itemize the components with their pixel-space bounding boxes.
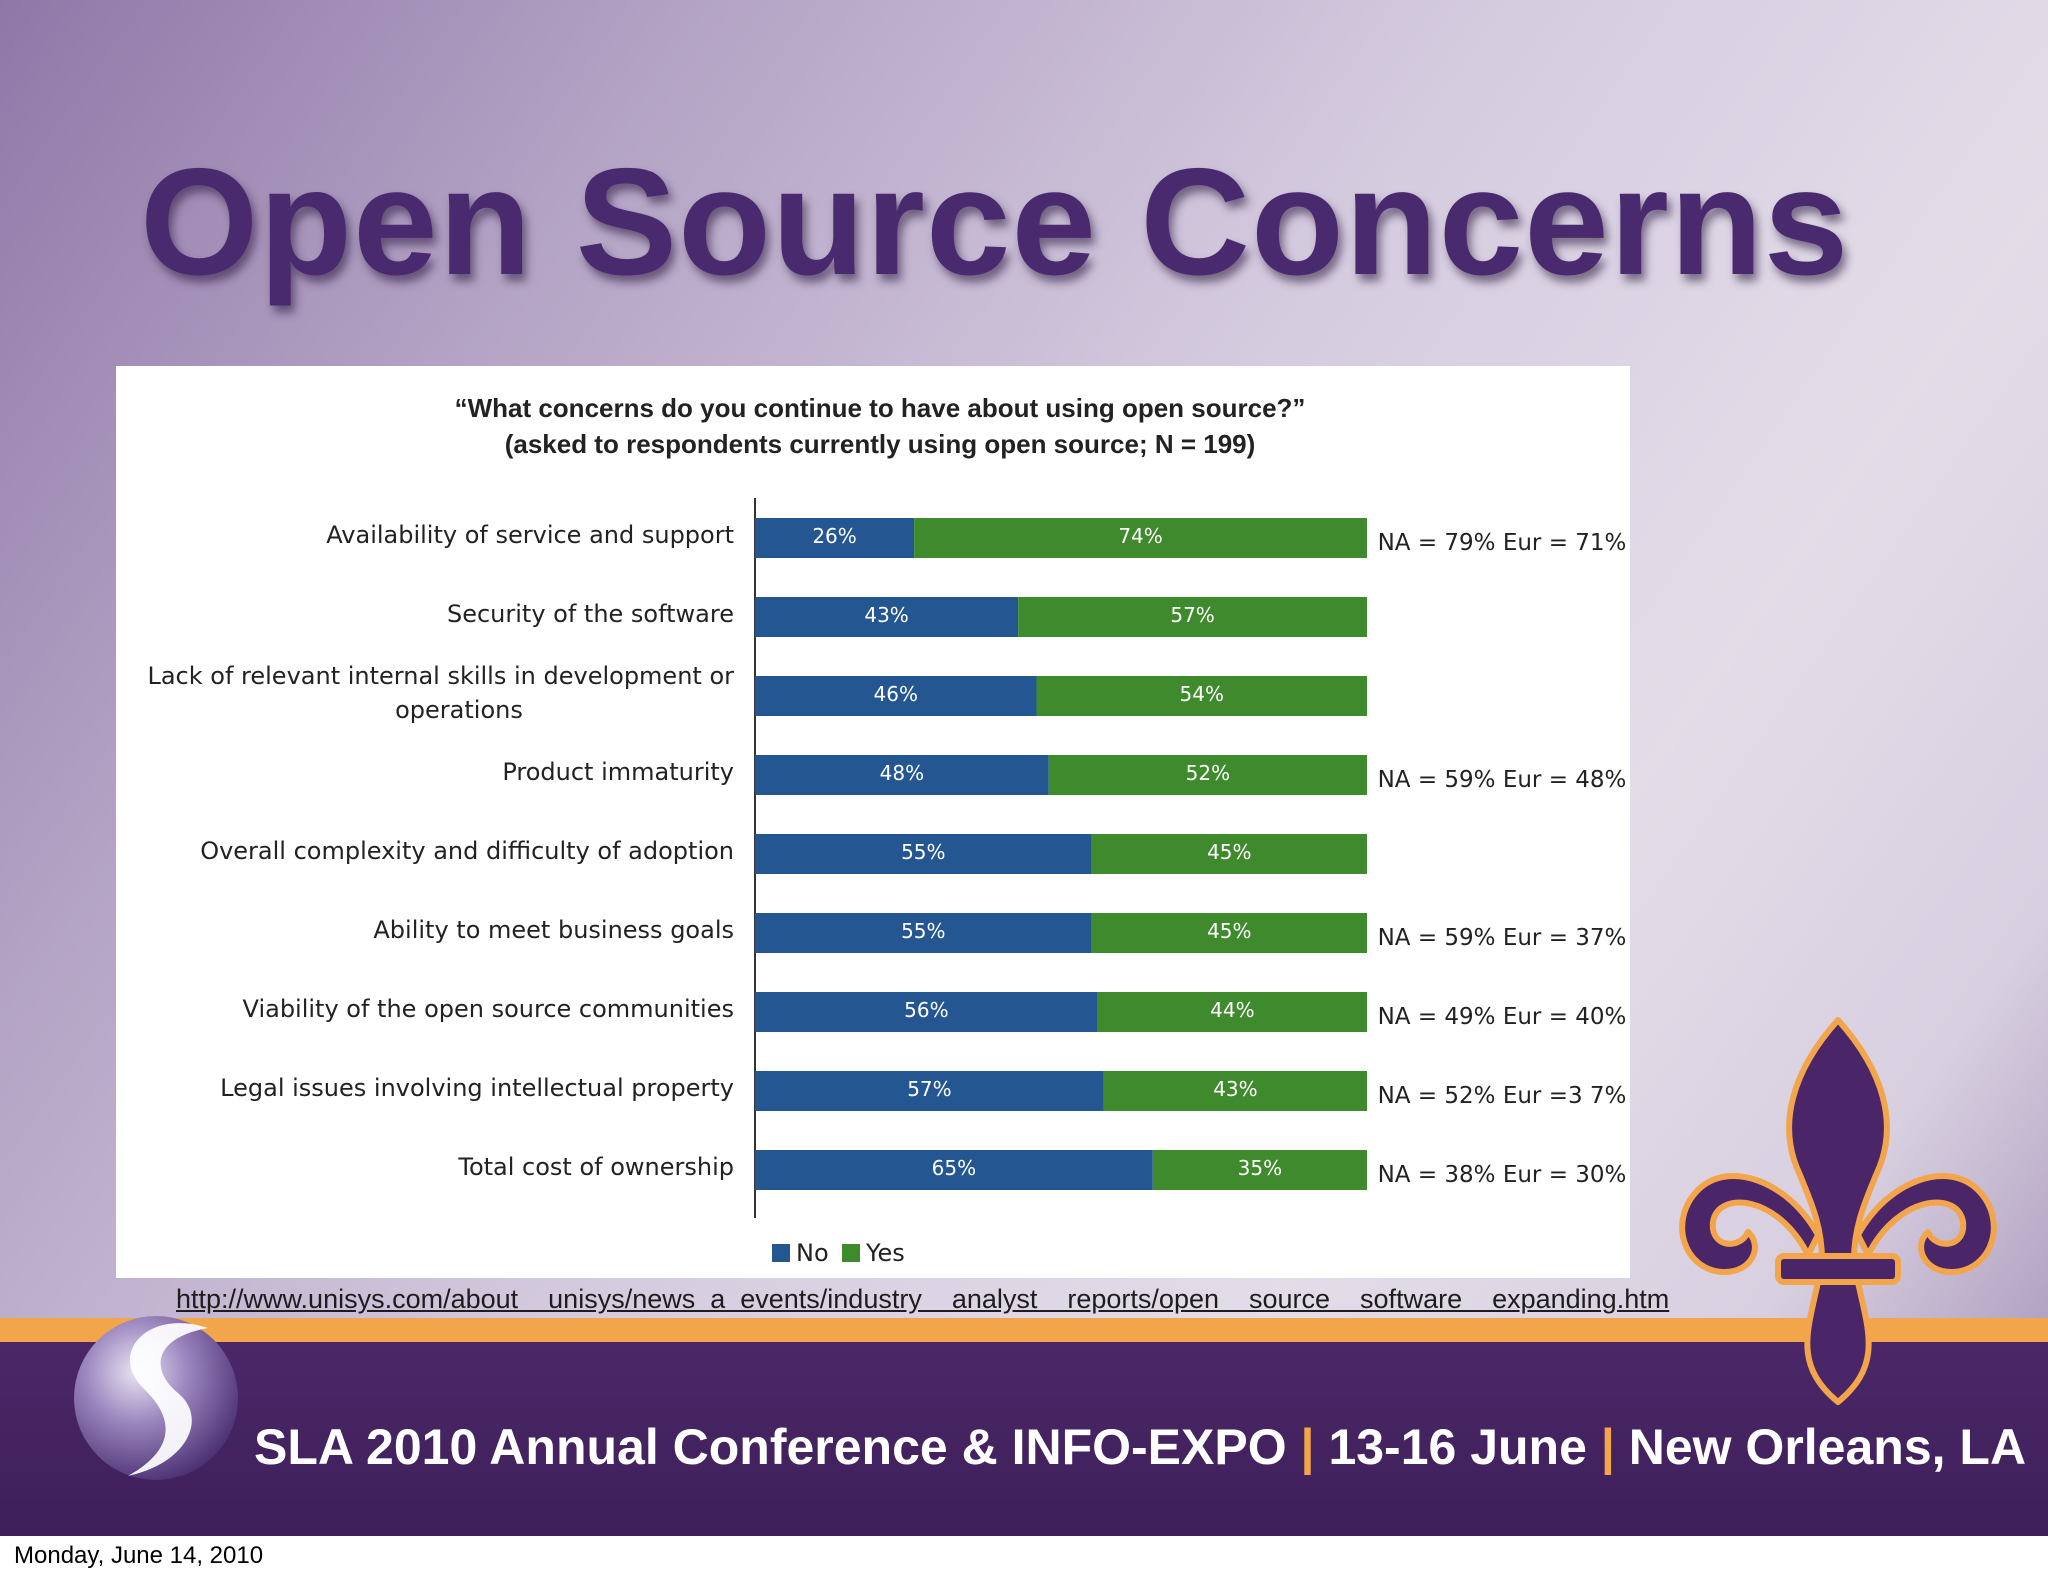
footer-separator-1: |	[1300, 1419, 1315, 1475]
legend-label-yes: Yes	[865, 1239, 905, 1267]
slide-title: Open Source Concerns	[140, 137, 1850, 307]
bar-no	[755, 676, 1037, 716]
region-annotation: NA = 59% Eur = 48%	[1378, 767, 1627, 793]
footer-separator-2: |	[1600, 1419, 1615, 1475]
bar-value-label: 43%	[864, 603, 908, 627]
bar-value-label: 45%	[1207, 840, 1251, 864]
footer-band	[0, 1342, 2048, 1536]
chart-subtitle: (asked to respondents currently using op…	[505, 429, 1256, 459]
bar-value-label: 74%	[1118, 524, 1162, 548]
bar-value-label: 57%	[1170, 603, 1214, 627]
bar-value-label: 26%	[812, 524, 856, 548]
category-label: Overall complexity and difficulty of ado…	[200, 837, 734, 865]
region-annotation: NA = 49% Eur = 40%	[1378, 1004, 1627, 1030]
chart-legend: No Yes	[772, 1239, 905, 1267]
bar-yes	[914, 518, 1367, 558]
category-label: Legal issues involving intellectual prop…	[220, 1074, 734, 1102]
bar-value-label: 52%	[1186, 761, 1230, 785]
bar-value-label: 55%	[901, 919, 945, 943]
bar-value-label: 54%	[1180, 682, 1224, 706]
bar-value-label: 46%	[874, 682, 918, 706]
stacked-bar-chart: “What concerns do you continue to have a…	[147, 393, 1626, 1267]
bar-yes	[1103, 1071, 1367, 1111]
source-link[interactable]: http://www.unisys.com/about unisys/news …	[176, 1284, 1670, 1314]
category-label: Total cost of ownership	[457, 1153, 734, 1181]
category-label: Security of the software	[447, 600, 734, 628]
bar-yes	[1152, 1150, 1367, 1190]
bar-value-label: 35%	[1238, 1156, 1282, 1180]
chart-panel: “What concerns do you continue to have a…	[116, 366, 1630, 1278]
bar-no	[755, 755, 1049, 795]
bar-value-label: 45%	[1207, 919, 1251, 943]
footer-accent-stripe	[0, 1318, 2048, 1342]
bar-yes	[1097, 992, 1367, 1032]
sla-swirl-logo	[74, 1316, 238, 1480]
date-line: Monday, June 14, 2010	[14, 1542, 264, 1569]
bar-yes	[1018, 597, 1367, 637]
bar-yes	[1048, 755, 1367, 795]
category-label: Viability of the open source communities	[243, 995, 734, 1023]
region-annotation: NA = 79% Eur = 71%	[1378, 530, 1627, 556]
chart-title: “What concerns do you continue to have a…	[455, 393, 1306, 423]
bar-value-label: 65%	[932, 1156, 976, 1180]
bar-value-label: 56%	[904, 998, 948, 1022]
bar-yes	[1091, 834, 1367, 874]
bar-value-label: 43%	[1213, 1077, 1257, 1101]
bar-value-label: 44%	[1210, 998, 1254, 1022]
bar-value-label: 57%	[907, 1077, 951, 1101]
category-label: Ability to meet business goals	[373, 916, 734, 944]
bar-no	[755, 992, 1098, 1032]
bar-value-label: 55%	[901, 840, 945, 864]
category-label: Product immaturity	[502, 758, 734, 786]
bars-layer: Availability of service and support 26% 74…	[147, 518, 1626, 1190]
fleur-de-lis-icon	[1679, 1017, 1997, 1405]
region-annotation: NA = 38% Eur = 30%	[1378, 1162, 1627, 1188]
bar-no	[755, 1071, 1104, 1111]
category-label: Availability of service and support	[326, 521, 734, 549]
bar-no	[755, 518, 915, 558]
legend-swatch-no	[772, 1244, 790, 1262]
footer-location: New Orleans, LA	[1628, 1419, 2027, 1475]
bar-yes	[1091, 913, 1367, 953]
bar-yes	[1036, 676, 1367, 716]
bar-no	[755, 834, 1092, 874]
category-label: operations	[395, 696, 523, 724]
footer-conference-text: SLA 2010 Annual Conference & INFO-EXPO |…	[254, 1418, 2026, 1476]
footer-dates: 13-16 June	[1328, 1419, 1587, 1475]
footer-conference-name: SLA 2010 Annual Conference & INFO-EXPO	[254, 1419, 1287, 1475]
bar-no	[755, 597, 1019, 637]
bar-no	[755, 1150, 1153, 1190]
legend-label-no: No	[796, 1239, 829, 1267]
slide: Open Source Concerns “What concerns do y…	[0, 0, 2048, 1536]
legend-swatch-yes	[842, 1244, 860, 1262]
bar-no	[755, 913, 1092, 953]
region-annotation: NA = 52% Eur =3 7%	[1378, 1083, 1627, 1109]
region-annotation: NA = 59% Eur = 37%	[1378, 925, 1627, 951]
bar-value-label: 48%	[880, 761, 924, 785]
category-label: Lack of relevant internal skills in deve…	[147, 662, 734, 690]
